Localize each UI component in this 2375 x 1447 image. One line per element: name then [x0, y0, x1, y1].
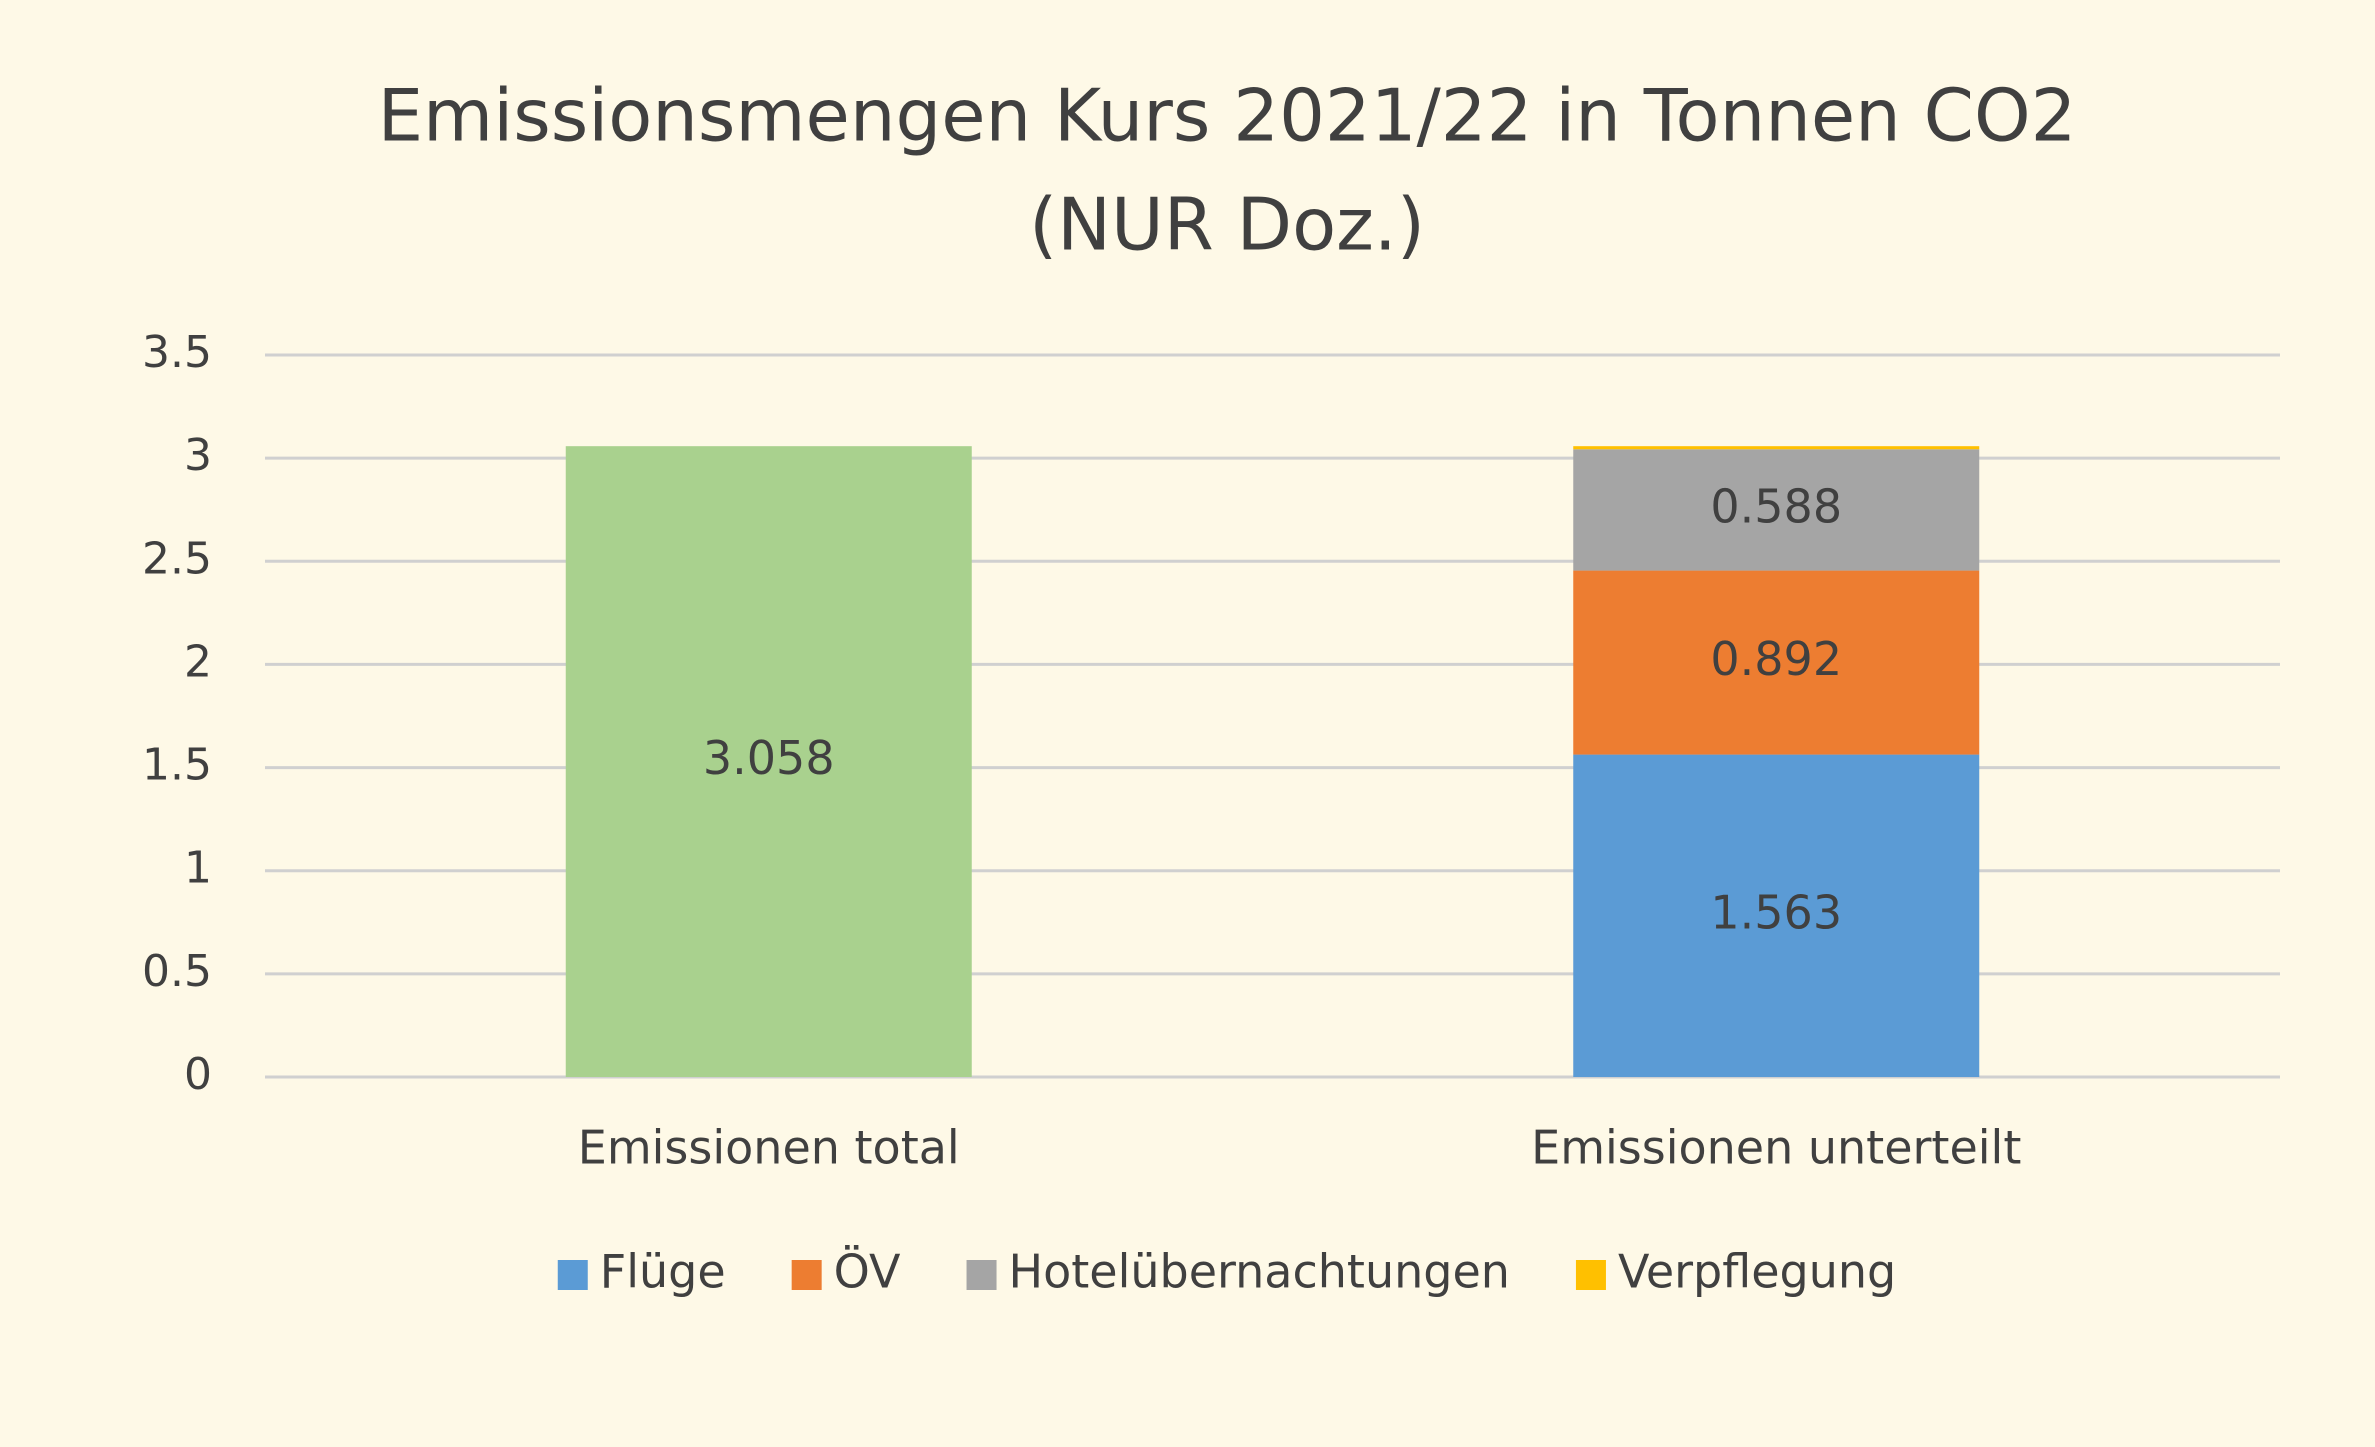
data-label: 0.588 — [1710, 479, 1842, 533]
chart-title: (NUR Doz.) — [1029, 183, 1425, 267]
y-tick-label: 2.5 — [142, 533, 212, 584]
legend-swatch — [557, 1260, 588, 1290]
data-label: 1.563 — [1710, 885, 1842, 939]
bar-segment — [1573, 754, 1980, 1077]
bar-segment — [1573, 449, 1980, 571]
y-tick-label: 1.5 — [142, 740, 212, 791]
bar-segment — [565, 446, 972, 1077]
y-tick-label: 1 — [184, 843, 212, 894]
legend-label: Verpflegung — [1618, 1245, 1896, 1299]
y-tick-label: 0.5 — [142, 946, 212, 997]
chart-title: Emissionsmengen Kurs 2021/22 in Tonnen C… — [378, 74, 2077, 158]
bar-segment — [1573, 446, 1980, 450]
data-label: 0.892 — [1710, 632, 1842, 686]
legend-label: ÖV — [834, 1245, 901, 1299]
x-tick-label: Emissionen unterteilt — [1531, 1121, 2021, 1175]
bar-segment — [1573, 570, 1980, 755]
y-tick-label: 0 — [184, 1049, 212, 1100]
legend-label: Hotelübernachtungen — [1009, 1245, 1510, 1299]
y-tick-label: 3.5 — [142, 327, 212, 378]
legend-swatch — [1575, 1260, 1606, 1290]
x-tick-label: Emissionen total — [578, 1121, 960, 1175]
y-tick-label: 2 — [184, 636, 212, 687]
y-tick-label: 3 — [184, 430, 212, 481]
legend-label: Flüge — [600, 1245, 726, 1299]
legend-swatch — [791, 1260, 822, 1290]
legend-swatch — [966, 1260, 997, 1290]
data-label: 3.058 — [703, 731, 835, 785]
